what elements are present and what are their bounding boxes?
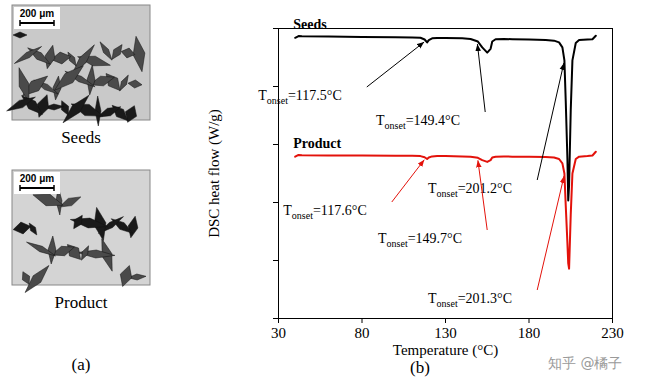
svg-text:200 μm: 200 μm — [20, 8, 55, 19]
svg-text:80: 80 — [355, 325, 370, 341]
html-text:(b): (b) — [410, 358, 430, 377]
svg-text:(a): (a) — [72, 355, 91, 374]
svg-text:DSC heat flow (W/g): DSC heat flow (W/g) — [206, 109, 223, 238]
svg-text:Tonset=201.3°C: Tonset=201.3°C — [428, 291, 512, 309]
svg-text:Temperature (°C): Temperature (°C) — [393, 342, 498, 359]
svg-text:Product: Product — [293, 136, 341, 151]
svg-text:Seeds: Seeds — [61, 128, 101, 147]
svg-text:Tonset=117.6°C: Tonset=117.6°C — [283, 203, 366, 221]
html-text:知乎 @橘子: 知乎 @橘子 — [548, 355, 623, 371]
svg-text:180: 180 — [518, 325, 541, 341]
svg-text:230: 230 — [601, 325, 624, 341]
svg-text:30: 30 — [271, 325, 286, 341]
svg-text:Tonset=201.2°C: Tonset=201.2°C — [428, 181, 512, 199]
svg-text:Product: Product — [55, 293, 108, 312]
svg-text:200 μm: 200 μm — [20, 173, 55, 184]
svg-text:Tonset=149.4°C: Tonset=149.4°C — [376, 113, 460, 131]
svg-text:Seeds: Seeds — [293, 17, 327, 32]
svg-text:Tonset=117.5°C: Tonset=117.5°C — [258, 88, 341, 106]
svg-text:Tonset=149.7°C: Tonset=149.7°C — [378, 231, 462, 249]
svg-text:130: 130 — [434, 325, 457, 341]
